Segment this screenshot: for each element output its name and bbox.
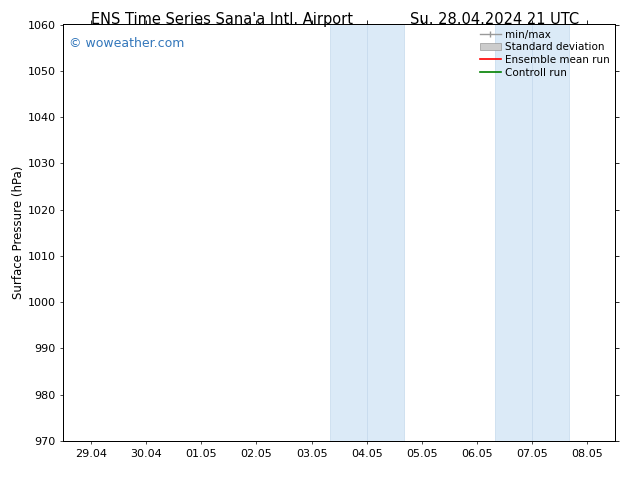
Text: © woweather.com: © woweather.com — [69, 37, 184, 50]
Bar — [533, 24, 569, 441]
Text: Su. 28.04.2024 21 UTC: Su. 28.04.2024 21 UTC — [410, 12, 579, 27]
Y-axis label: Surface Pressure (hPa): Surface Pressure (hPa) — [12, 166, 25, 299]
Legend: min/max, Standard deviation, Ensemble mean run, Controll run: min/max, Standard deviation, Ensemble me… — [477, 26, 613, 81]
Bar — [330, 24, 367, 441]
Bar — [495, 24, 533, 441]
Text: ENS Time Series Sana'a Intl. Airport: ENS Time Series Sana'a Intl. Airport — [91, 12, 353, 27]
Bar — [366, 24, 404, 441]
